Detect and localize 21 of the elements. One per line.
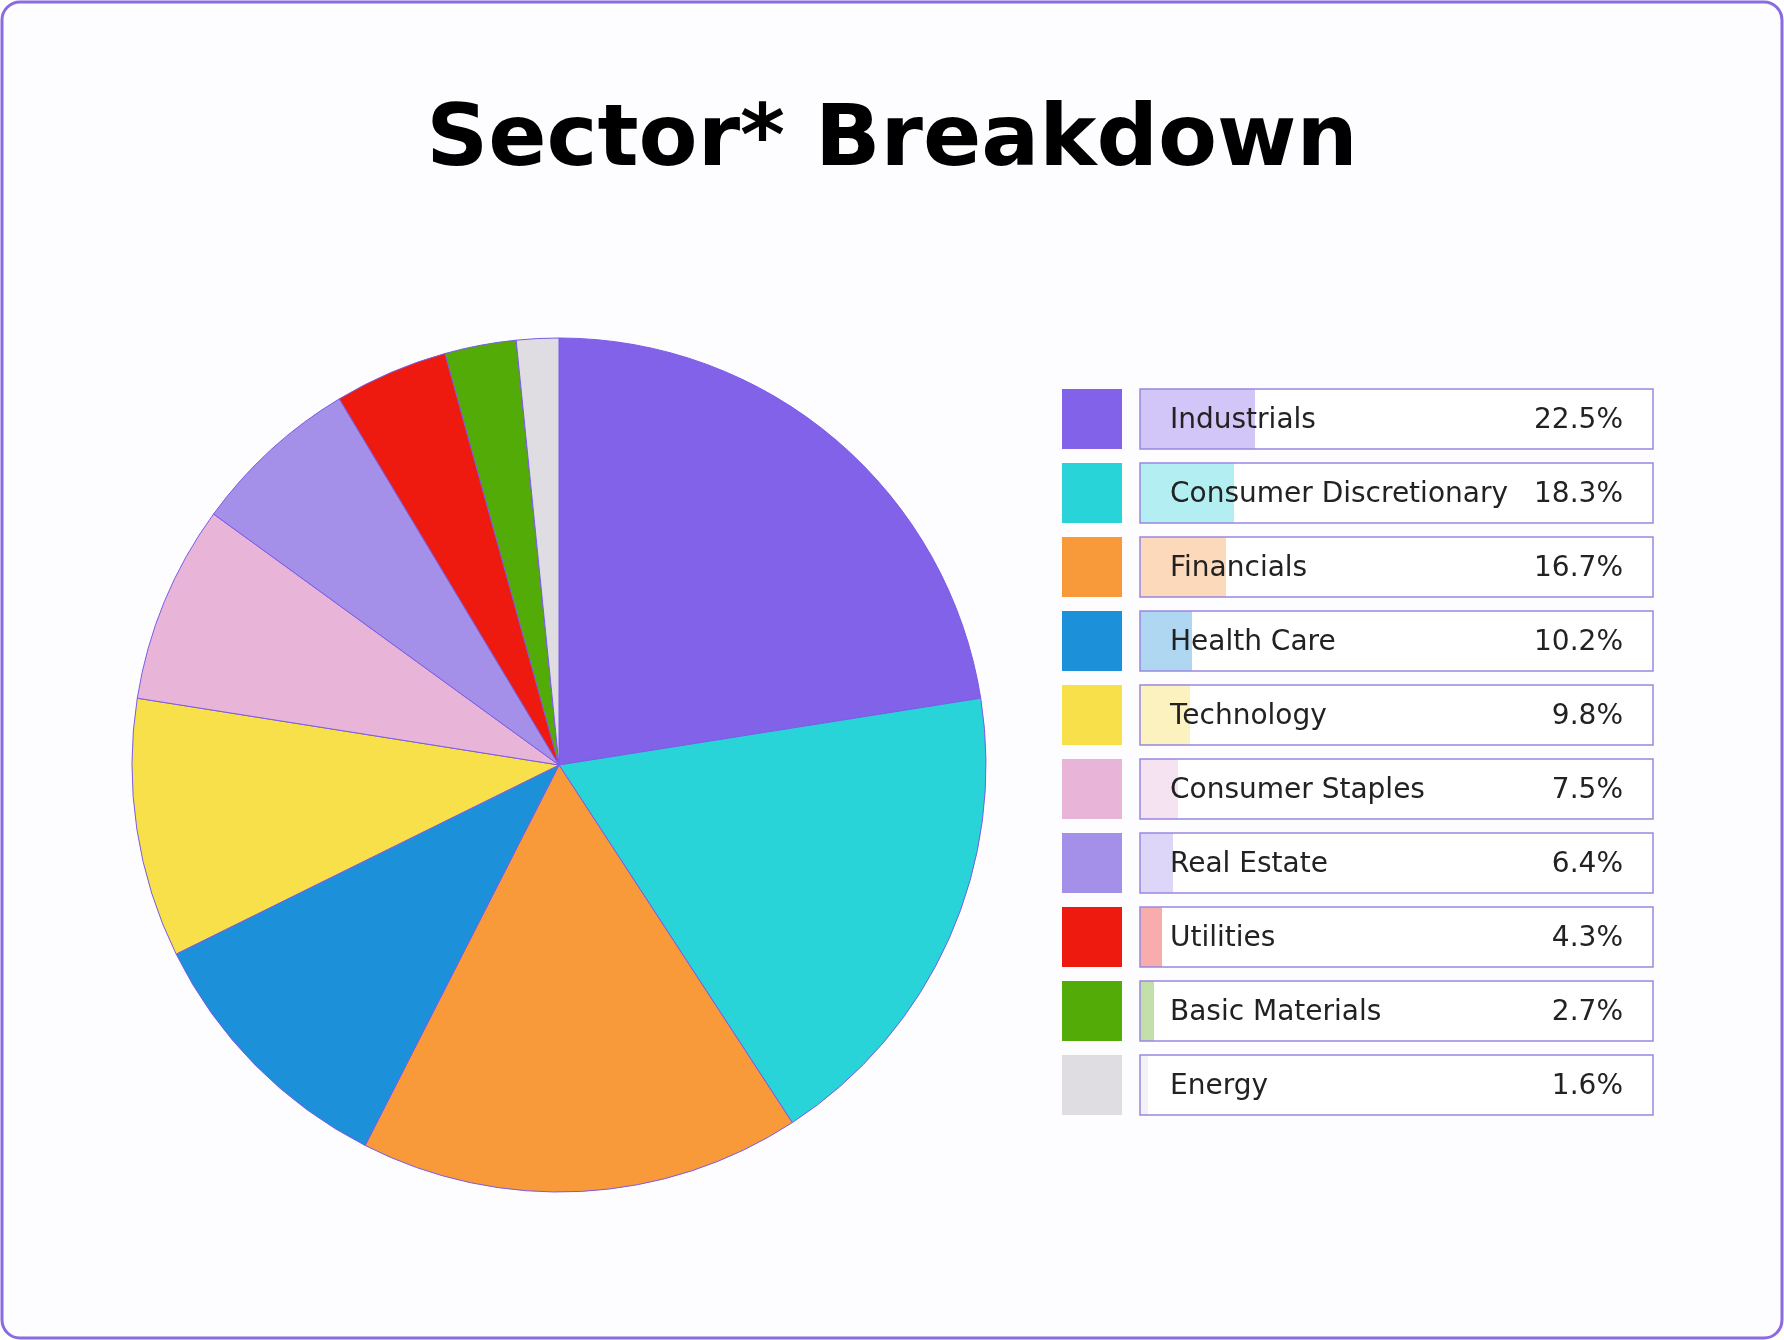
legend-label: Basic Materials [1170,994,1382,1027]
data-label: 9.8% [1551,698,1623,731]
data-label: 6.4% [1551,846,1623,879]
chart-title: Sector* Breakdown [426,85,1358,185]
data-label: 2.7% [1551,994,1623,1027]
data-label: 16.7% [1534,550,1623,583]
data-label: 1.6% [1551,1068,1623,1101]
legend-label: Consumer Staples [1170,772,1425,805]
legend-label: Consumer Discretionary [1170,476,1508,509]
legend-label: Health Care [1170,624,1336,657]
legend-label: Financials [1170,550,1308,583]
legend-label: Technology [1169,698,1327,731]
data-label: 22.5% [1534,402,1623,435]
legend-label: Industrials [1170,402,1316,435]
data-label: 18.3% [1534,476,1623,509]
legend-label: Real Estate [1170,846,1328,879]
legend-label: Utilities [1170,920,1276,953]
data-label: 4.3% [1551,920,1623,953]
data-label: 7.5% [1551,772,1623,805]
data-label: 10.2% [1534,624,1623,657]
legend-label: Energy [1170,1068,1269,1101]
